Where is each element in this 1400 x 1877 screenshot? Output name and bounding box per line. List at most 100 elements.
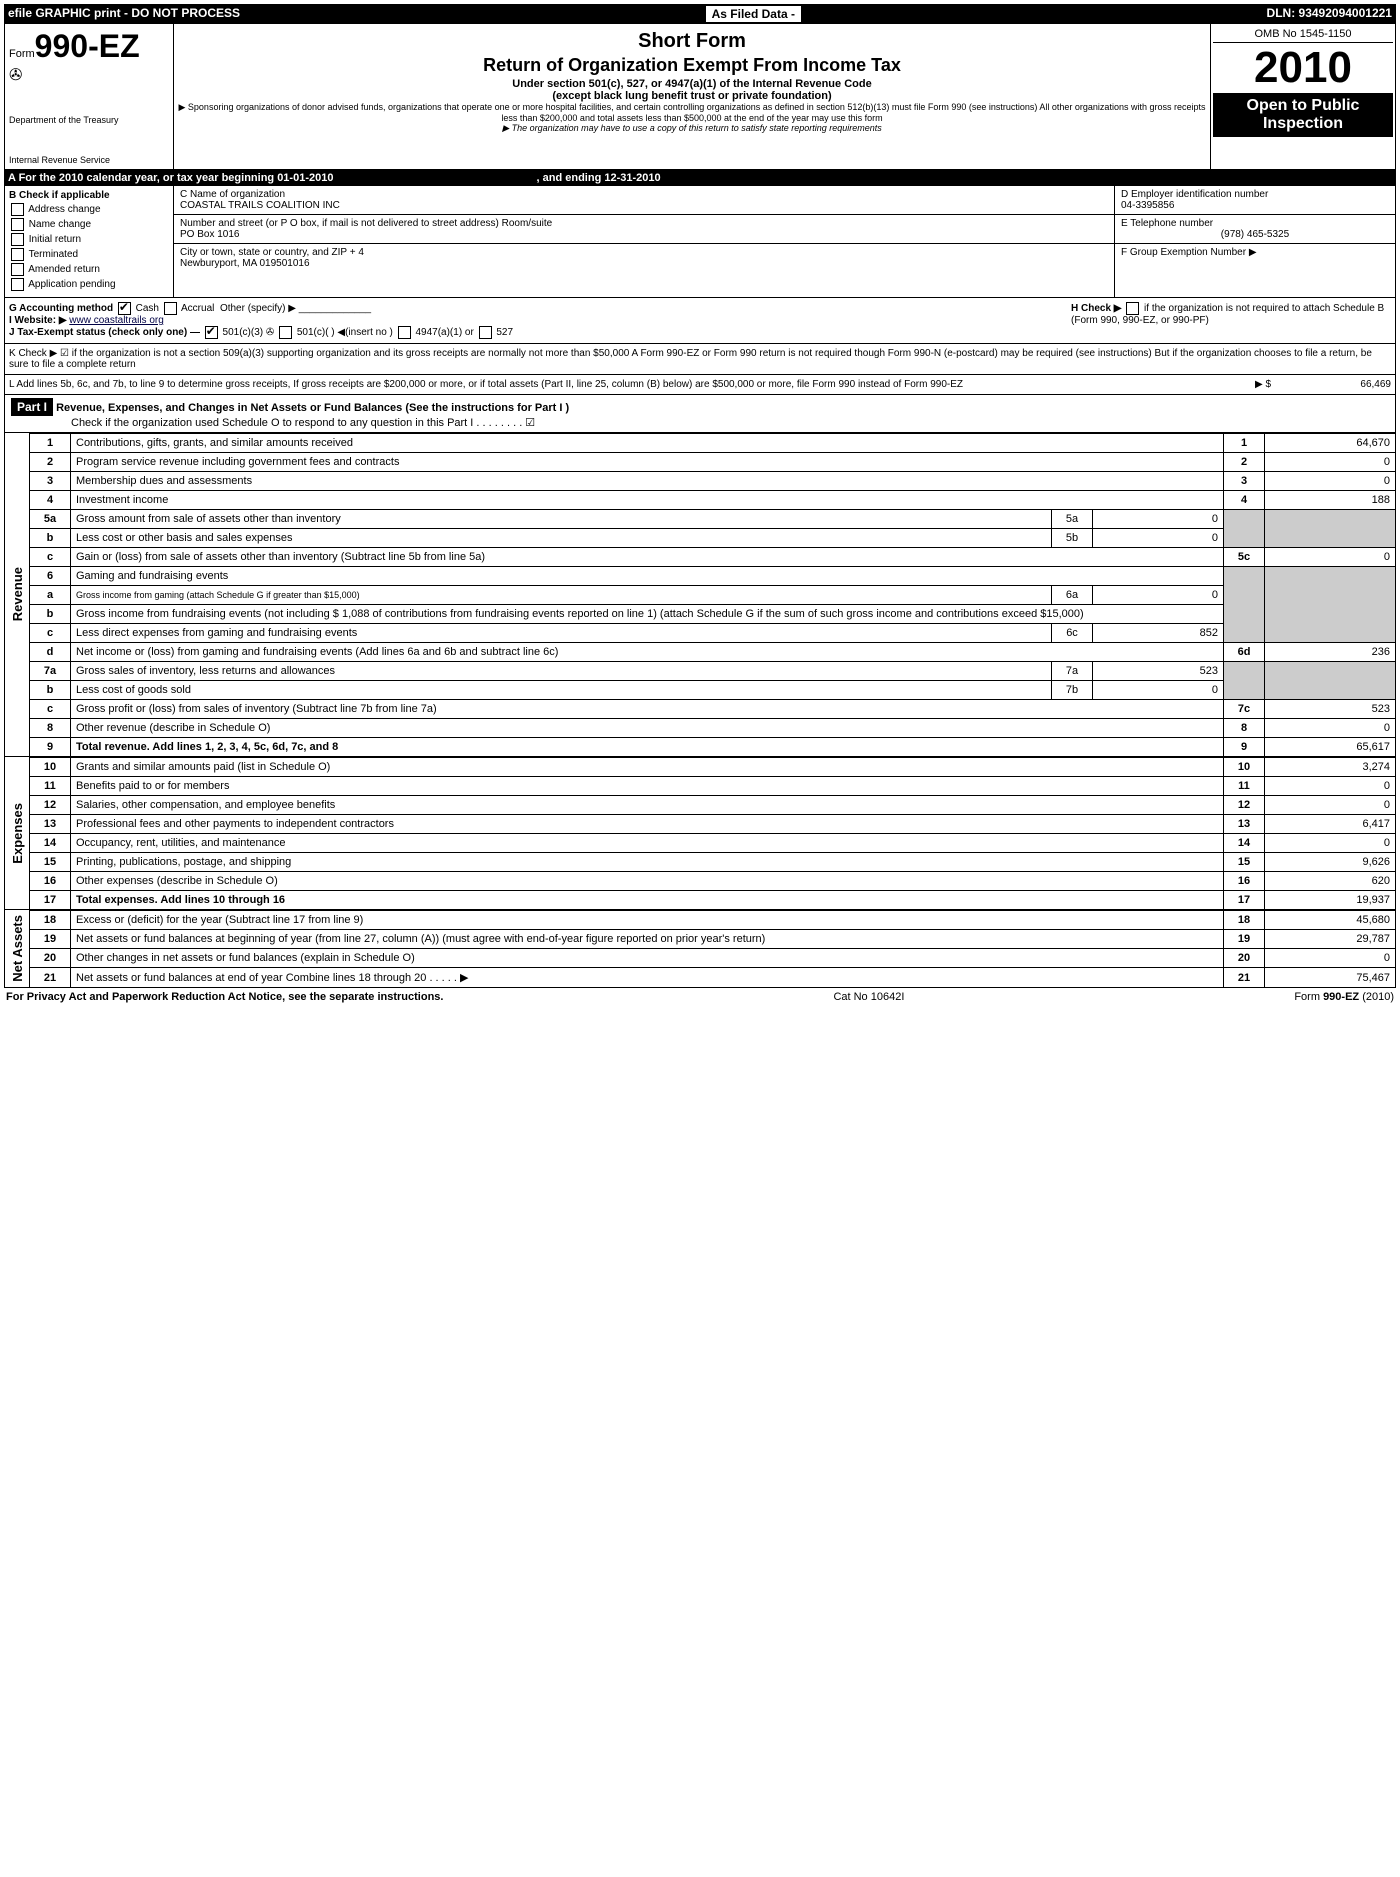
line-5b-desc: Less cost or other basis and sales expen… [76,532,292,544]
part1-label: Part I [11,398,53,416]
revenue-side-label: Revenue [10,567,25,621]
line-6d-desc: Net income or (loss) from gaming and fun… [76,646,558,658]
line-a-text: A For the 2010 calendar year, or tax yea… [8,172,333,184]
line-5c-val: 0 [1265,548,1396,567]
title-short-form: Short Form [180,30,1204,53]
topbar-left: efile GRAPHIC print - DO NOT PROCESS [8,6,240,22]
chk-527[interactable] [479,326,492,339]
dept-treasury: Department of the Treasury [9,115,169,125]
line-19-val: 29,787 [1265,930,1396,949]
line-a: A For the 2010 calendar year, or tax yea… [4,170,1396,186]
form-prefix: Form [9,48,35,60]
subtitle-2: (except black lung benefit trust or priv… [178,90,1206,102]
line-7c-val: 523 [1265,700,1396,719]
subtitle-1: Under section 501(c), 527, or 4947(a)(1)… [178,78,1206,90]
h-label: H Check ▶ [1071,303,1121,314]
line-16-desc: Other expenses (describe in Schedule O) [76,875,278,887]
opt-name: Name change [29,219,91,230]
line-6a-val: 0 [1093,586,1224,605]
line-7a-desc: Gross sales of inventory, less returns a… [76,665,335,677]
line-5a-val: 0 [1093,510,1224,529]
line-7c-desc: Gross profit or (loss) from sales of inv… [76,703,437,715]
line-21-desc: Net assets or fund balances at end of ye… [76,972,468,984]
line-12-val: 0 [1265,796,1396,815]
header-note-2: ▶ The organization may have to use a cop… [178,123,1206,134]
chk-name-change[interactable]: Name change [9,218,169,231]
line-19-desc: Net assets or fund balances at beginning… [76,933,765,945]
line-4-desc: Investment income [76,494,168,506]
chk-h[interactable] [1126,302,1139,315]
j-4947: 4947(a)(1) or [415,327,473,338]
e-label: E Telephone number [1121,218,1389,229]
g-other: Other (specify) ▶ [220,303,296,314]
d-label: D Employer identification number [1121,189,1389,200]
open-public-2: Inspection [1217,115,1389,133]
row-k: K Check ▶ ☑ if the organization is not a… [4,344,1396,375]
line-9-desc: Total revenue. Add lines 1, 2, 3, 4, 5c,… [76,741,338,753]
line-a-ending: , and ending 12-31-2010 [537,172,661,184]
chk-501c3[interactable] [205,326,218,339]
expenses-side-label: Expenses [10,803,25,864]
j-527: 527 [496,327,513,338]
title-return: Return of Organization Exempt From Incom… [180,55,1204,76]
line-4-val: 188 [1265,491,1396,510]
line-6c-desc: Less direct expenses from gaming and fun… [76,627,357,639]
line-1-val: 64,670 [1265,434,1396,453]
line-11-desc: Benefits paid to or for members [76,780,229,792]
line-6d-val: 236 [1265,643,1396,662]
line-18-desc: Excess or (deficit) for the year (Subtra… [76,914,363,926]
chk-4947[interactable] [398,326,411,339]
website-link[interactable]: www coastaltrails org [69,315,163,326]
part1-check: Check if the organization used Schedule … [71,417,535,429]
opt-terminated: Terminated [29,249,78,260]
netassets-side-label: Net Assets [10,915,25,982]
chk-address-change[interactable]: Address change [9,203,169,216]
topbar-right: DLN: 93492094001221 [1267,6,1392,22]
line-6c-val: 852 [1093,624,1224,643]
open-public-1: Open to Public [1217,97,1389,115]
line-5b-val: 0 [1093,529,1224,548]
part1-header-row: Part I Revenue, Expenses, and Changes in… [4,395,1396,433]
city-label: City or town, state or country, and ZIP … [180,247,1108,258]
header-note-1: ▶ Sponsoring organizations of donor advi… [178,102,1206,123]
j-501c3: 501(c)(3) [223,327,264,338]
topbar-mid: As Filed Data - [706,6,801,22]
tax-year: 2010 [1213,43,1393,93]
netassets-section: Net Assets 18Excess or (deficit) for the… [4,910,1396,988]
chk-initial-return[interactable]: Initial return [9,233,169,246]
line-6-desc: Gaming and fundraising events [76,570,228,582]
chk-accrual[interactable] [164,302,177,315]
chk-cash[interactable] [118,302,131,315]
box-b-title: B Check if applicable [9,190,110,201]
form-header: Form990-EZ ✇ Department of the Treasury … [4,24,1396,170]
line-14-val: 0 [1265,834,1396,853]
line-13-val: 6,417 [1265,815,1396,834]
form-number: 990-EZ [35,28,140,64]
row-l: L Add lines 5b, 6c, and 7b, to line 9 to… [4,375,1396,395]
line-20-val: 0 [1265,949,1396,968]
chk-501c[interactable] [279,326,292,339]
addr-label: Number and street (or P O box, if mail i… [180,218,1108,229]
f-label: F Group Exemption Number ▶ [1121,247,1389,258]
phone: (978) 465-5325 [1121,229,1389,240]
i-label: I Website: ▶ [9,315,67,326]
chk-pending[interactable]: Application pending [9,278,169,291]
line-3-val: 0 [1265,472,1396,491]
g-cash: Cash [136,303,159,314]
line-7b-val: 0 [1093,681,1224,700]
expenses-section: Expenses 10Grants and similar amounts pa… [4,757,1396,910]
footer-mid: Cat No 10642I [833,991,904,1003]
opt-address: Address change [28,204,100,215]
line-11-val: 0 [1265,777,1396,796]
row-l-arrow: ▶ $ [1211,379,1271,390]
ein: 04-3395856 [1121,200,1389,211]
opt-initial: Initial return [29,234,81,245]
chk-amended[interactable]: Amended return [9,263,169,276]
omb-number: OMB No 1545-1150 [1213,26,1393,43]
page-footer: For Privacy Act and Paperwork Reduction … [4,988,1396,1006]
g-label: G Accounting method [9,303,113,314]
footer-right: Form 990-EZ (2010) [1294,991,1394,1003]
chk-terminated[interactable]: Terminated [9,248,169,261]
org-name: COASTAL TRAILS COALITION INC [180,200,1108,211]
g-accrual: Accrual [181,303,214,314]
